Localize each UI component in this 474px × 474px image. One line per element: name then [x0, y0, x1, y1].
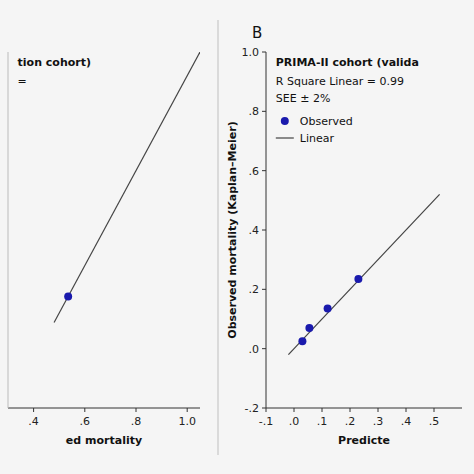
y-tick [262, 408, 266, 409]
x-tick [136, 408, 137, 412]
fit-line [288, 194, 439, 354]
background [0, 0, 474, 474]
y-tick [262, 111, 266, 112]
panel: -.1 .0 .1 .2 .3 .4 .5 -.2 .0 .2 .4 .6 .8 1.0 Predicte O… [226, 24, 462, 447]
x-tick [294, 408, 295, 412]
title: tion cohort) [18, 56, 91, 69]
x-tick-label: .3 [373, 415, 384, 428]
x-axis-line [8, 408, 200, 409]
legend-label: Observed [300, 115, 353, 128]
x-tick-label: .2 [345, 415, 356, 428]
x-tick [350, 408, 351, 412]
point [298, 337, 306, 345]
x-tick-label: .8 [131, 415, 142, 428]
x-tick-label: 1.0 [178, 415, 196, 428]
y-tick [262, 348, 266, 349]
y-tick-label: .2 [249, 283, 260, 296]
x-tick [84, 408, 85, 412]
x-tick-label: -.1 [259, 415, 273, 428]
x-tick [378, 408, 379, 412]
legend-swatch [276, 137, 294, 138]
legend-label: Linear [300, 132, 335, 145]
point [354, 275, 362, 283]
x-tick-label: .1 [317, 415, 328, 428]
panel-label: B [252, 24, 262, 42]
point [324, 305, 332, 313]
x-tick [406, 408, 407, 412]
x-tick-label: .4 [28, 415, 39, 428]
x-tick [434, 408, 435, 412]
x-axis-label: ed mortality [66, 434, 142, 447]
plot-area [288, 194, 439, 354]
panel: .4 .6 .8 1.0 ed mortality tion cohort) = [8, 52, 200, 447]
panel-separator [218, 20, 219, 455]
y-axis-label: Observed mortality (Kaplan–Meier) [226, 121, 239, 338]
x-axis-line [266, 408, 462, 409]
x-tick [33, 408, 34, 412]
y-tick-label: 1.0 [242, 46, 260, 59]
legend: Observed Linear [276, 115, 353, 145]
y-tick [262, 230, 266, 231]
annotation: = [18, 75, 27, 88]
point [64, 292, 72, 300]
y-tick-label: .4 [249, 224, 260, 237]
x-tick [322, 408, 323, 412]
legend-swatch [281, 117, 289, 125]
y-axis-line [8, 52, 9, 408]
y-tick-label: .8 [249, 105, 260, 118]
fit-line [54, 52, 200, 323]
y-tick-label: .6 [249, 165, 260, 178]
y-tick [262, 289, 266, 290]
y-tick-label: -.2 [245, 402, 259, 415]
y-tick [262, 52, 266, 53]
annotation: SEE ± 2% [276, 92, 331, 105]
x-tick-label: .5 [429, 415, 440, 428]
x-tick [187, 408, 188, 412]
annotation: R Square Linear = 0.99 [276, 75, 404, 88]
y-tick-label: .0 [249, 343, 260, 356]
plot-area [54, 52, 200, 323]
y-tick [262, 170, 266, 171]
x-tick-label: .4 [401, 415, 412, 428]
x-tick [266, 408, 267, 412]
x-tick-label: .6 [80, 415, 91, 428]
title: PRIMA-II cohort (valida [276, 56, 419, 69]
x-tick-label: .0 [289, 415, 300, 428]
point [305, 324, 313, 332]
x-axis-label: Predicte [338, 434, 390, 447]
chart-root: .4 .6 .8 1.0 ed mortality tion cohort) = -.1 .0.… [0, 0, 474, 474]
